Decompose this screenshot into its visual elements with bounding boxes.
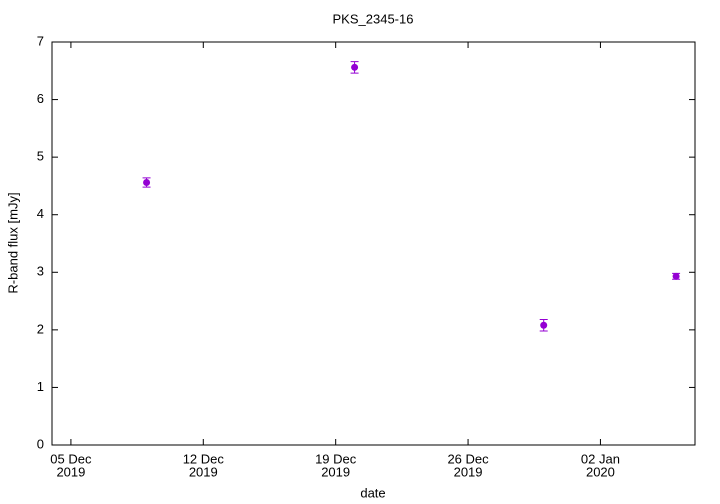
- y-axis-label: R-band flux [mJy]: [5, 192, 20, 293]
- y-tick-label: 5: [37, 149, 44, 164]
- data-point: [540, 321, 548, 329]
- x-tick-label: 12 Dec: [183, 451, 225, 466]
- x-tick-label: 19 Dec: [315, 451, 357, 466]
- data-point: [143, 178, 151, 186]
- y-tick-label: 3: [37, 264, 44, 279]
- y-tick-label: 6: [37, 91, 44, 106]
- y-tick-label: 0: [37, 436, 44, 451]
- chart-title: PKS_2345-16: [333, 11, 414, 26]
- data-point: [672, 272, 680, 280]
- x-tick-label: 02 Jan: [581, 451, 620, 466]
- x-tick-label: 2019: [454, 464, 483, 479]
- x-tick-label: 2019: [321, 464, 350, 479]
- y-tick-label: 2: [37, 321, 44, 336]
- x-tick-label: 26 Dec: [447, 451, 489, 466]
- x-tick-label: 05 Dec: [50, 451, 92, 466]
- x-tick-label: 2020: [586, 464, 615, 479]
- x-axis-label: date: [360, 485, 385, 500]
- plot-frame: [51, 41, 696, 446]
- x-tick-label: 2019: [189, 464, 218, 479]
- y-tick-label: 4: [37, 206, 44, 221]
- data-point: [351, 63, 359, 71]
- y-tick-label: 1: [37, 379, 44, 394]
- x-tick-label: 2019: [56, 464, 85, 479]
- y-tick-label: 7: [37, 33, 44, 48]
